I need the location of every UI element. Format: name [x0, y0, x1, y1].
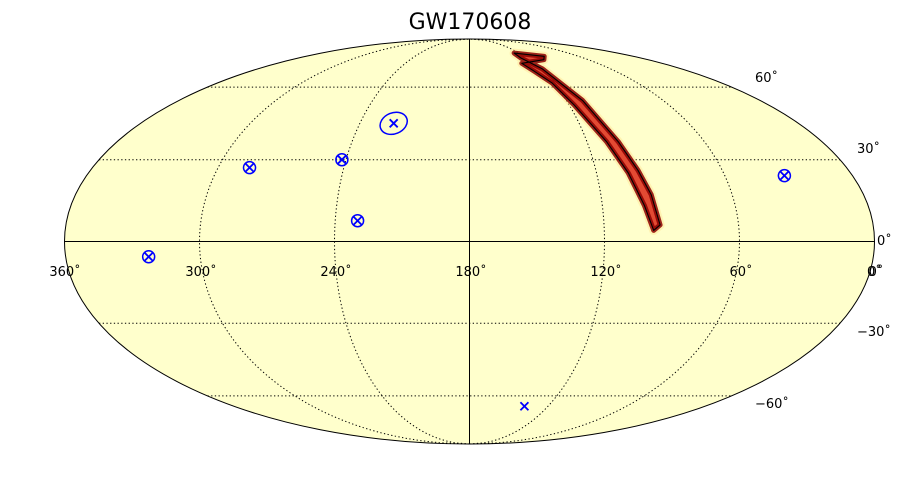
latitude-labels: 60˚ 30˚ 0˚ 0˚ −30˚ −60˚ — [755, 70, 892, 412]
lon-label-360: 360˚ — [49, 264, 80, 280]
lon-label-240: 240˚ — [320, 264, 351, 280]
lon-label-120: 120˚ — [590, 264, 621, 280]
lat-label-minus-30: −30˚ — [857, 324, 891, 340]
map-boundary — [64, 38, 875, 445]
longitude-labels: 360˚ 300˚ 240˚ 180˚ 120˚ 60˚ 0˚ — [49, 264, 883, 280]
marker-5 — [777, 168, 792, 183]
lon-label-300: 300˚ — [185, 264, 216, 280]
marker-7 — [519, 401, 530, 411]
marker-ellipse — [141, 250, 156, 264]
marker-ellipse — [379, 111, 408, 136]
lat-label-60: 60˚ — [755, 70, 778, 86]
marker-ellipse — [242, 160, 257, 175]
marker-ellipse — [350, 213, 365, 228]
marker-cross-b — [337, 155, 347, 165]
map-title: GW170608 — [409, 10, 532, 35]
lon-label-0: 0˚ — [869, 264, 884, 280]
lat-label-minus-60: −60˚ — [755, 396, 789, 412]
lon-label-60: 60˚ — [729, 264, 752, 280]
region-contour — [513, 52, 661, 231]
marker-4 — [350, 213, 365, 228]
marker-3 — [335, 152, 349, 167]
lon-label-180: 180˚ — [455, 264, 486, 280]
lat-label-30: 30˚ — [857, 141, 880, 157]
lat-label-0-upper: 0˚ — [877, 233, 892, 249]
marker-1 — [379, 111, 408, 136]
marker-2 — [242, 160, 257, 175]
marker-6 — [141, 250, 156, 264]
marker-cross-b — [144, 252, 154, 262]
marker-cross-b — [519, 401, 530, 411]
marker-cross-b — [244, 162, 255, 173]
marker-cross-b — [779, 170, 790, 181]
map-body — [64, 38, 875, 445]
probability-region — [509, 48, 665, 235]
marker-ellipse — [335, 152, 349, 167]
marker-cross-b — [352, 216, 363, 226]
marker-cross-b — [389, 118, 399, 128]
lat-label-0-lower: 0˚ — [867, 264, 882, 280]
marker-ellipse — [777, 168, 792, 183]
